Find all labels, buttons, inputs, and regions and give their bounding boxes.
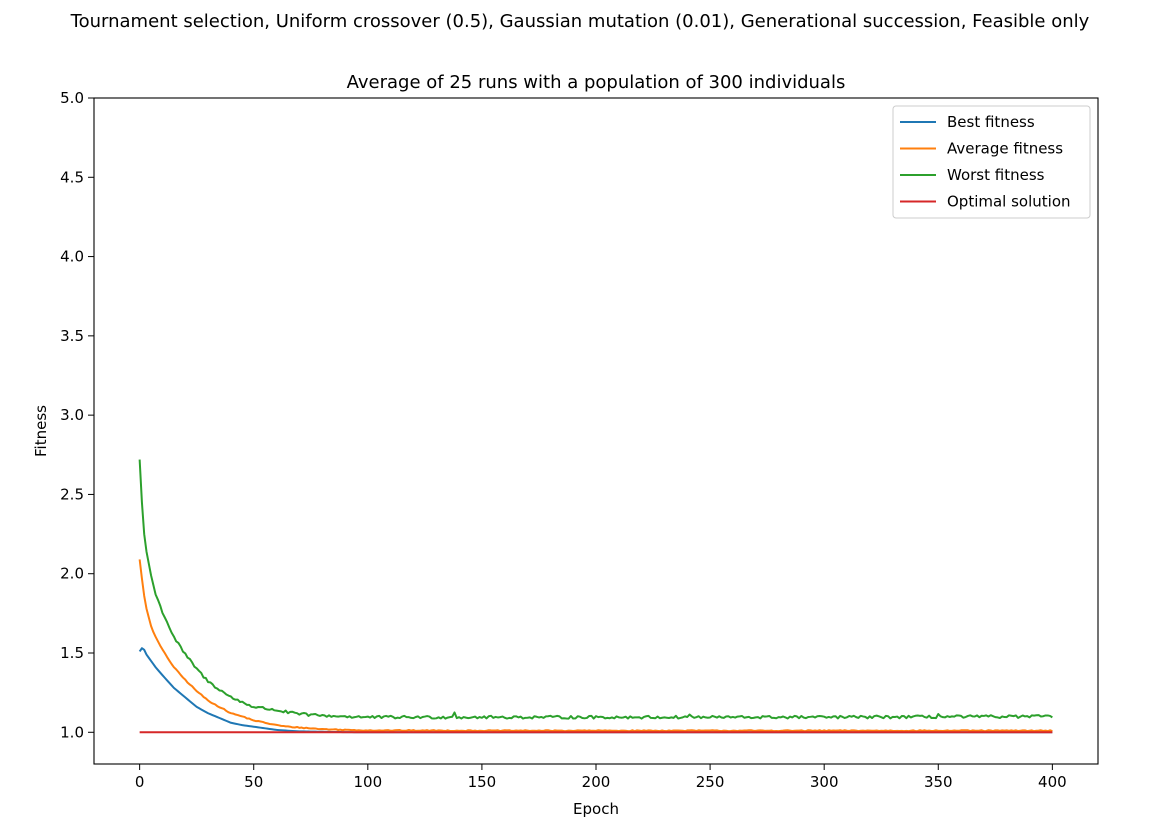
y-tick-label: 3.5 — [60, 327, 84, 345]
legend-label: Worst fitness — [947, 166, 1045, 184]
figure-suptitle: Tournament selection, Uniform crossover … — [70, 11, 1090, 32]
legend-label: Optimal solution — [947, 193, 1071, 211]
chart-title: Average of 25 runs with a population of … — [347, 72, 846, 93]
y-tick-label: 4.0 — [60, 248, 84, 266]
y-tick-label: 1.0 — [60, 723, 84, 741]
y-tick-label: 4.5 — [60, 168, 84, 186]
x-tick-label: 300 — [810, 773, 839, 791]
x-tick-label: 100 — [353, 773, 382, 791]
y-tick-label: 1.5 — [60, 644, 84, 662]
x-tick-label: 50 — [244, 773, 263, 791]
x-tick-label: 0 — [135, 773, 145, 791]
y-axis: 1.0 1.5 2.0 2.5 3.0 3.5 4.0 4.5 5.0 — [60, 89, 94, 741]
legend-label: Best fitness — [947, 113, 1035, 131]
legend-box — [892, 105, 1091, 219]
y-tick-label: 5.0 — [60, 89, 84, 107]
y-tick-label: 2.0 — [60, 565, 84, 583]
x-axis: 0 50 100 150 200 250 300 350 400 — [135, 764, 1067, 791]
x-tick-label: 250 — [696, 773, 725, 791]
y-tick-label: 2.5 — [60, 485, 84, 503]
y-tick-label: 3.0 — [60, 406, 84, 424]
x-tick-label: 400 — [1038, 773, 1067, 791]
y-axis-label: Fitness — [32, 405, 50, 457]
series-line-best-fitness — [138, 647, 1053, 734]
series-layer — [138, 459, 1053, 734]
series-line-average-fitness — [138, 559, 1053, 733]
x-tick-label: 200 — [582, 773, 611, 791]
legend-label: Average fitness — [947, 140, 1063, 158]
legend: Best fitness Average fitness Worst fitness… — [892, 105, 1091, 219]
series-line-worst-fitness — [138, 459, 1053, 720]
x-tick-label: 350 — [924, 773, 953, 791]
x-tick-label: 150 — [468, 773, 497, 791]
x-axis-label: Epoch — [573, 800, 619, 818]
